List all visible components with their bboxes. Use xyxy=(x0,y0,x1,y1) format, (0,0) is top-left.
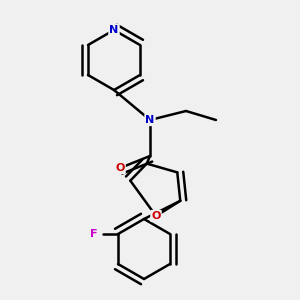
Text: O: O xyxy=(151,211,161,221)
Text: N: N xyxy=(110,25,118,35)
Text: O: O xyxy=(115,163,125,173)
Text: N: N xyxy=(146,115,154,125)
Text: F: F xyxy=(90,229,98,239)
